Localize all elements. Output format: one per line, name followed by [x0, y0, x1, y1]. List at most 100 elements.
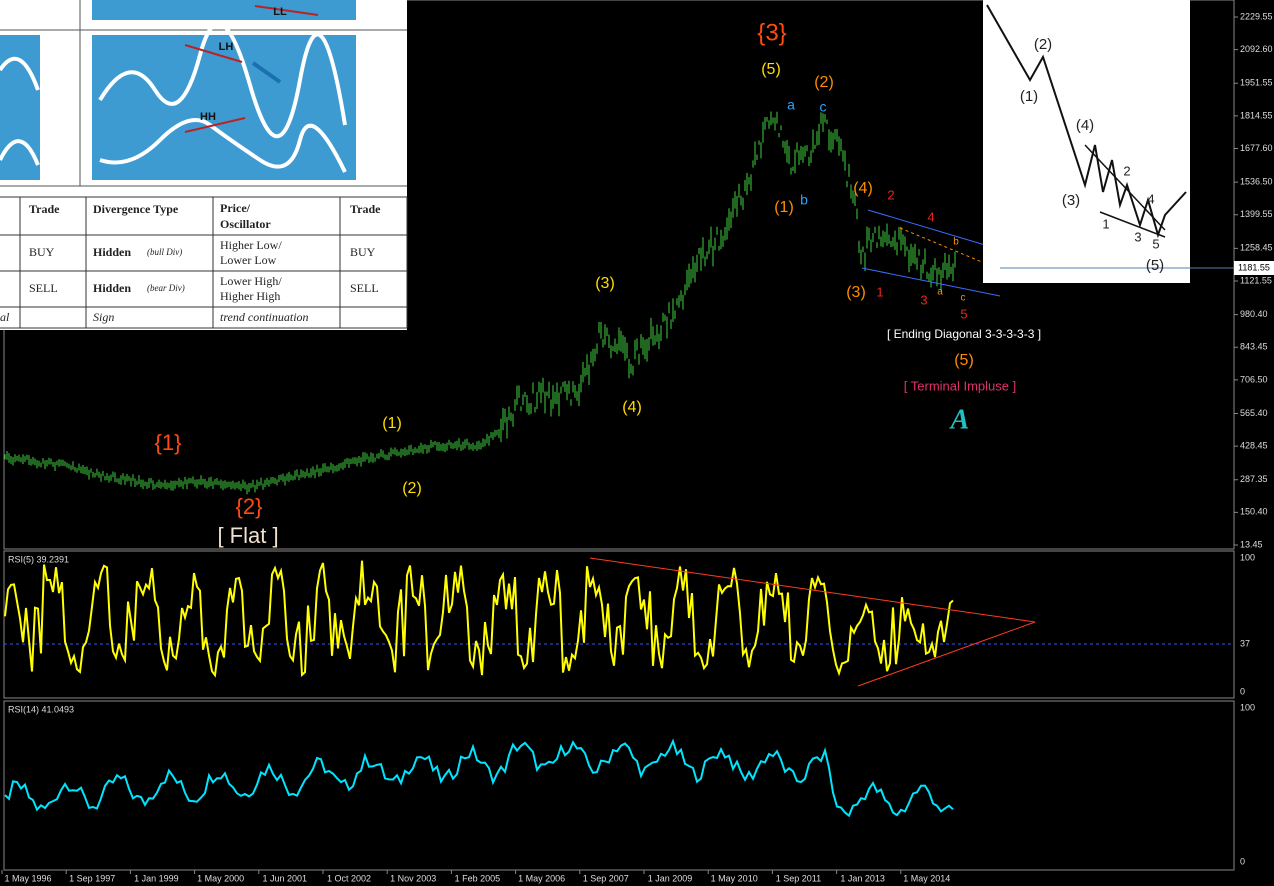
table-cell: Lower Low — [220, 253, 277, 267]
y-tick-label: 1399.55 — [1240, 209, 1273, 219]
thumb-label: LL — [273, 6, 287, 18]
table-cell: Higher Low/ — [220, 238, 282, 252]
y-tick-label: 13.45 — [1240, 539, 1263, 549]
wave-label: [ Flat ] — [217, 523, 278, 548]
x-tick-label: 1 Sep 2007 — [583, 873, 629, 883]
wave-label: (2) — [402, 480, 422, 497]
wave-label: (1) — [382, 415, 402, 432]
y-tick-label: 100 — [1240, 702, 1255, 712]
trend-line — [857, 621, 1036, 687]
table-cell: Price/ — [220, 201, 251, 215]
price-marker — [1234, 261, 1274, 275]
thumb-wave — [99, 118, 347, 173]
rsi14-panel — [3, 700, 1235, 871]
inset-label: 3 — [1134, 229, 1141, 244]
rsi5-panel — [3, 550, 1235, 699]
wave-label: 1 — [876, 284, 883, 299]
x-tick-label: 1 Jun 2001 — [263, 873, 308, 883]
thumbnail — [92, 0, 356, 20]
x-tick-label: 1 May 1996 — [4, 873, 51, 883]
thumb-label: HH — [200, 111, 216, 123]
wave-label: {2} — [236, 494, 263, 519]
y-tick-label: 2092.60 — [1240, 44, 1273, 54]
inset-wave — [986, 4, 1187, 239]
x-tick-label: 1 Jan 1999 — [134, 873, 179, 883]
price-bars — [4, 111, 956, 495]
y-tick-label: 1536.50 — [1240, 176, 1273, 186]
y-tick-label: 100 — [1240, 552, 1255, 562]
thumb-line — [254, 5, 319, 16]
table: Trade Divergence Type Price/Oscillator Trad… — [0, 196, 408, 329]
wave-label: (4) — [622, 399, 642, 416]
table-cell: Trade — [350, 202, 381, 216]
wave-label: [ Ending Diagonal 3-3-3-3-3 ] — [887, 327, 1041, 341]
table-cell: (bear Div) — [147, 283, 185, 293]
y-tick-label: 0 — [1240, 686, 1245, 696]
wave-label: b — [800, 192, 808, 208]
table-cell: Lower High/ — [220, 274, 282, 288]
thumb-wave — [0, 139, 40, 166]
wave-label: 2 — [887, 187, 894, 202]
x-tick-label: 1 Jan 2013 — [840, 873, 885, 883]
y-tick-label: 843.45 — [1240, 342, 1268, 352]
wave-label: (5) — [761, 61, 781, 78]
table-cell: Divergence Type — [93, 202, 179, 216]
inset-label: 1 — [1102, 216, 1109, 231]
table-cell: Hidden — [93, 281, 131, 295]
y-tick-label: 0 — [1240, 856, 1245, 866]
wave-label: A — [949, 404, 970, 435]
y-tick-label: 1677.60 — [1240, 143, 1273, 153]
y-tick-label: 1951.55 — [1240, 78, 1273, 88]
y-tick-label: 37 — [1240, 638, 1250, 648]
y-tick-label: 706.50 — [1240, 374, 1268, 384]
inset-label: (2) — [1034, 36, 1052, 53]
x-tick-label: 1 Sep 1997 — [69, 873, 115, 883]
table-cell: SELL — [350, 281, 379, 295]
channel-line — [867, 209, 986, 246]
wave-label: b — [953, 237, 959, 248]
wave-label: [ Terminal Impluse ] — [904, 378, 1016, 393]
y-tick-label: 1121.55 — [1240, 275, 1272, 285]
wave-label: (1) — [774, 199, 794, 216]
wave-label: {1} — [155, 430, 182, 455]
trend-line — [589, 557, 1036, 623]
x-tick-label: 1 Sep 2011 — [776, 873, 821, 883]
thumb-line — [184, 117, 246, 133]
current-price-label: 1181.55 — [1238, 262, 1270, 272]
x-tick-label: 1 Oct 2002 — [327, 873, 371, 883]
indicator-label: RSI(14) 41.0493 — [8, 704, 74, 714]
wave-label: 5 — [960, 306, 967, 321]
table-cell: Higher High — [220, 289, 280, 303]
table-cell: Oscillator — [220, 217, 271, 231]
inset-label: 4 — [1147, 191, 1154, 206]
channel-line — [899, 227, 983, 263]
inset-label: (3) — [1062, 192, 1080, 209]
wave-label: 4 — [927, 209, 934, 224]
wave-label: {3} — [757, 19, 786, 46]
table-cell: SELL — [29, 281, 58, 295]
y-tick-label: 1814.55 — [1240, 110, 1273, 120]
x-tick-label: 1 May 2006 — [518, 873, 565, 883]
y-tick-label: 565.40 — [1240, 408, 1268, 418]
inset-line — [1084, 144, 1166, 231]
y-tick-label: 428.45 — [1240, 440, 1268, 450]
channel-line — [861, 267, 1001, 297]
table-cell: Hidden — [93, 245, 131, 259]
table-cell: trend continuation — [220, 310, 309, 324]
thumb-label: LH — [219, 41, 234, 53]
inset-label: 5 — [1152, 236, 1159, 251]
inset-label: (5) — [1146, 257, 1164, 274]
inset-image — [983, 0, 1190, 283]
inset-label: (4) — [1076, 117, 1094, 134]
thumb-wave — [0, 56, 40, 91]
y-tick-label: 287.35 — [1240, 474, 1268, 484]
x-tick-label: 1 Feb 2005 — [455, 873, 501, 883]
thumb-arrow — [251, 61, 282, 84]
x-tick-label: 1 May 2000 — [197, 873, 244, 883]
wave-label: a — [787, 97, 795, 113]
inset-line — [1099, 211, 1166, 238]
rsi14-line — [4, 738, 954, 818]
inset-label: (1) — [1020, 88, 1038, 105]
